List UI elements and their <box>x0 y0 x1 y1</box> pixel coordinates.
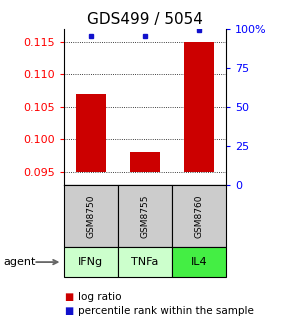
Text: ■: ■ <box>64 306 73 316</box>
Text: GSM8750: GSM8750 <box>86 194 95 238</box>
Text: GSM8760: GSM8760 <box>195 194 204 238</box>
Text: log ratio: log ratio <box>78 292 122 302</box>
Text: GSM8755: GSM8755 <box>140 194 150 238</box>
Bar <box>184 42 214 172</box>
Text: ■: ■ <box>64 292 73 302</box>
Text: IL4: IL4 <box>191 257 207 267</box>
Bar <box>76 94 106 172</box>
Text: percentile rank within the sample: percentile rank within the sample <box>78 306 254 316</box>
Text: IFNg: IFNg <box>78 257 104 267</box>
Bar <box>130 152 160 172</box>
Text: GDS499 / 5054: GDS499 / 5054 <box>87 12 203 27</box>
Text: agent: agent <box>3 257 35 267</box>
Text: TNFa: TNFa <box>131 257 159 267</box>
